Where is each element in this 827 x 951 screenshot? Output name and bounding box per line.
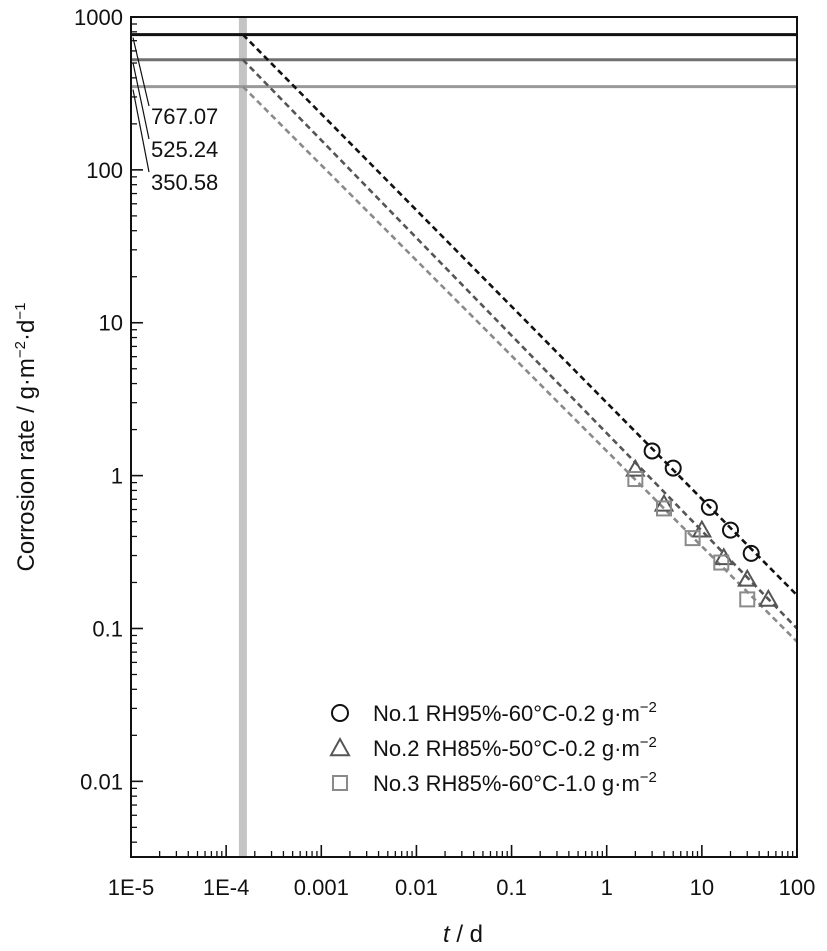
legend-marker-series-2 — [329, 736, 351, 757]
fit-line-series-3 — [241, 85, 798, 643]
y-tick-label: 1 — [111, 464, 123, 489]
x-tick-label: 0.001 — [294, 875, 349, 900]
data-point-series-3 — [627, 471, 644, 488]
data-point-series-2 — [691, 519, 713, 538]
data-point-series-1 — [643, 442, 661, 460]
data-point-series-2 — [653, 493, 675, 512]
y-axis-title: Corrosion rate / g·m−2·d−1 — [12, 303, 40, 572]
intercept-annotations: 767.07 525.24 350.58 — [132, 37, 218, 195]
y-tick-label: 10 — [99, 311, 123, 336]
data-point-series-3 — [713, 554, 730, 571]
x-tick-label: 1 — [601, 875, 613, 900]
intercept-label-series-1: 767.07 — [151, 104, 218, 129]
fit-line-series-1 — [241, 33, 798, 597]
x-tick-label: 1E-4 — [203, 875, 249, 900]
axis-ticks — [130, 16, 798, 857]
intercept-label-series-2: 525.24 — [151, 137, 218, 162]
plot-area — [130, 16, 798, 858]
data-point-series-2 — [737, 568, 758, 587]
legend-label-series-3: No.3 RH85%-60°C-1.0 g·m−2 — [373, 769, 657, 796]
annotation-leader — [132, 37, 150, 107]
data-point-series-1 — [700, 498, 718, 516]
y-tick-label: 100 — [86, 158, 123, 183]
legend-label-series-1: No.1 RH95%-60°C-0.2 g·m−2 — [373, 699, 657, 726]
y-tick-label: 0.01 — [80, 769, 123, 794]
plot-frame — [130, 16, 798, 858]
tick-labels: 1E-5 1E-4 0.001 0.01 0.1 1 10 100 1000 100 10 1 0.1 0… — [74, 5, 815, 900]
annotation-leader — [132, 62, 150, 140]
x-tick-label: 0.01 — [395, 875, 438, 900]
x-tick-label: 0.1 — [496, 875, 527, 900]
data-point-series-3 — [684, 530, 701, 547]
legend-marker-series-3 — [332, 775, 348, 791]
y-tick-label: 1000 — [74, 5, 123, 30]
data-point-series-1 — [664, 459, 682, 477]
legend-label-series-2: No.2 RH85%-50°C-0.2 g·m−2 — [373, 734, 657, 761]
x-tick-label: 10 — [690, 875, 714, 900]
data-point-series-2 — [758, 588, 779, 607]
data-point-series-3 — [655, 500, 672, 517]
intercept-label-series-3: 350.58 — [151, 170, 218, 195]
fit-line-series-2 — [241, 58, 798, 630]
x-tick-label: 1E-5 — [108, 875, 154, 900]
x-axis-title: t / d — [443, 921, 483, 948]
legend: No.1 RH95%-60°C-0.2 g·m−2 No.2 RH85%-50°C… — [329, 699, 657, 796]
y-tick-label: 0.1 — [92, 616, 123, 641]
data-point-series-3 — [739, 591, 756, 608]
annotation-leader — [132, 89, 150, 173]
data-point-series-1 — [742, 544, 760, 562]
legend-marker-series-1 — [331, 704, 349, 722]
data-point-series-1 — [721, 521, 739, 539]
x-tick-label: 100 — [779, 875, 816, 900]
data-point-series-2 — [625, 458, 646, 477]
vertical-band — [238, 17, 247, 857]
